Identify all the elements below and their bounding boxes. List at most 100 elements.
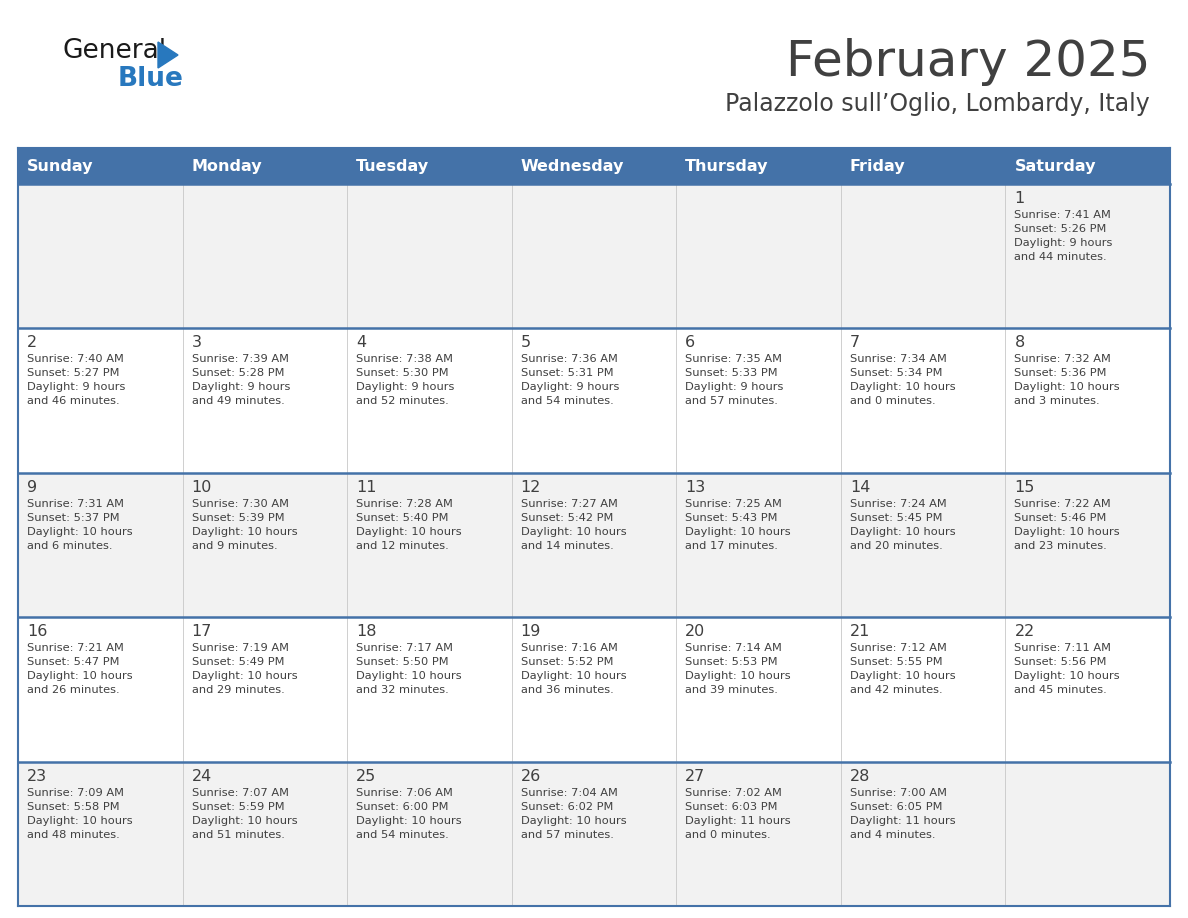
Text: 2: 2: [27, 335, 37, 351]
Text: 5: 5: [520, 335, 531, 351]
Bar: [347, 473, 512, 617]
Text: Saturday: Saturday: [1015, 159, 1095, 174]
Bar: [347, 762, 512, 906]
Text: 7: 7: [849, 335, 860, 351]
Text: 27: 27: [685, 768, 706, 784]
Text: 10: 10: [191, 480, 211, 495]
Text: February 2025: February 2025: [785, 38, 1150, 86]
Text: Sunrise: 7:07 AM
Sunset: 5:59 PM
Daylight: 10 hours
and 51 minutes.: Sunrise: 7:07 AM Sunset: 5:59 PM Dayligh…: [191, 788, 297, 840]
Bar: [183, 329, 347, 473]
Bar: [841, 762, 1005, 906]
Text: 14: 14: [849, 480, 871, 495]
Text: Sunrise: 7:32 AM
Sunset: 5:36 PM
Daylight: 10 hours
and 3 minutes.: Sunrise: 7:32 AM Sunset: 5:36 PM Dayligh…: [1015, 354, 1120, 407]
Text: 22: 22: [1015, 624, 1035, 639]
Text: 21: 21: [849, 624, 871, 639]
Text: 26: 26: [520, 768, 541, 784]
Text: General: General: [62, 38, 166, 64]
Text: Sunrise: 7:02 AM
Sunset: 6:03 PM
Daylight: 11 hours
and 0 minutes.: Sunrise: 7:02 AM Sunset: 6:03 PM Dayligh…: [685, 788, 791, 840]
Bar: [347, 329, 512, 473]
Text: Blue: Blue: [118, 66, 184, 92]
Text: Thursday: Thursday: [685, 159, 769, 174]
Text: Sunrise: 7:16 AM
Sunset: 5:52 PM
Daylight: 10 hours
and 36 minutes.: Sunrise: 7:16 AM Sunset: 5:52 PM Dayligh…: [520, 644, 626, 695]
Text: Sunrise: 7:19 AM
Sunset: 5:49 PM
Daylight: 10 hours
and 29 minutes.: Sunrise: 7:19 AM Sunset: 5:49 PM Dayligh…: [191, 644, 297, 695]
Bar: [183, 762, 347, 906]
Bar: [18, 184, 183, 329]
Text: Sunrise: 7:28 AM
Sunset: 5:40 PM
Daylight: 10 hours
and 12 minutes.: Sunrise: 7:28 AM Sunset: 5:40 PM Dayligh…: [356, 498, 462, 551]
Text: Sunrise: 7:35 AM
Sunset: 5:33 PM
Daylight: 9 hours
and 57 minutes.: Sunrise: 7:35 AM Sunset: 5:33 PM Dayligh…: [685, 354, 784, 407]
Text: Sunrise: 7:31 AM
Sunset: 5:37 PM
Daylight: 10 hours
and 6 minutes.: Sunrise: 7:31 AM Sunset: 5:37 PM Dayligh…: [27, 498, 133, 551]
Text: Wednesday: Wednesday: [520, 159, 624, 174]
Bar: [512, 148, 676, 184]
Bar: [841, 473, 1005, 617]
Text: 3: 3: [191, 335, 202, 351]
Text: Sunrise: 7:09 AM
Sunset: 5:58 PM
Daylight: 10 hours
and 48 minutes.: Sunrise: 7:09 AM Sunset: 5:58 PM Dayligh…: [27, 788, 133, 840]
Bar: [347, 617, 512, 762]
Text: Sunrise: 7:34 AM
Sunset: 5:34 PM
Daylight: 10 hours
and 0 minutes.: Sunrise: 7:34 AM Sunset: 5:34 PM Dayligh…: [849, 354, 955, 407]
Bar: [18, 329, 183, 473]
Bar: [347, 148, 512, 184]
Text: Tuesday: Tuesday: [356, 159, 429, 174]
Text: 9: 9: [27, 480, 37, 495]
Text: Sunrise: 7:27 AM
Sunset: 5:42 PM
Daylight: 10 hours
and 14 minutes.: Sunrise: 7:27 AM Sunset: 5:42 PM Dayligh…: [520, 498, 626, 551]
Text: Sunrise: 7:41 AM
Sunset: 5:26 PM
Daylight: 9 hours
and 44 minutes.: Sunrise: 7:41 AM Sunset: 5:26 PM Dayligh…: [1015, 210, 1113, 262]
Text: Friday: Friday: [849, 159, 905, 174]
Bar: [676, 329, 841, 473]
Bar: [1005, 762, 1170, 906]
Text: Sunrise: 7:17 AM
Sunset: 5:50 PM
Daylight: 10 hours
and 32 minutes.: Sunrise: 7:17 AM Sunset: 5:50 PM Dayligh…: [356, 644, 462, 695]
Bar: [676, 148, 841, 184]
Bar: [841, 148, 1005, 184]
Bar: [676, 473, 841, 617]
Bar: [512, 473, 676, 617]
Text: Sunrise: 7:06 AM
Sunset: 6:00 PM
Daylight: 10 hours
and 54 minutes.: Sunrise: 7:06 AM Sunset: 6:00 PM Dayligh…: [356, 788, 462, 840]
Bar: [841, 617, 1005, 762]
Text: Sunrise: 7:39 AM
Sunset: 5:28 PM
Daylight: 9 hours
and 49 minutes.: Sunrise: 7:39 AM Sunset: 5:28 PM Dayligh…: [191, 354, 290, 407]
Text: Sunrise: 7:00 AM
Sunset: 6:05 PM
Daylight: 11 hours
and 4 minutes.: Sunrise: 7:00 AM Sunset: 6:05 PM Dayligh…: [849, 788, 955, 840]
Text: Monday: Monday: [191, 159, 263, 174]
Text: 8: 8: [1015, 335, 1025, 351]
Bar: [676, 184, 841, 329]
Text: 4: 4: [356, 335, 366, 351]
Text: Sunrise: 7:40 AM
Sunset: 5:27 PM
Daylight: 9 hours
and 46 minutes.: Sunrise: 7:40 AM Sunset: 5:27 PM Dayligh…: [27, 354, 126, 407]
Text: Sunday: Sunday: [27, 159, 94, 174]
Text: 1: 1: [1015, 191, 1025, 206]
Text: 24: 24: [191, 768, 211, 784]
Bar: [512, 329, 676, 473]
Text: Sunrise: 7:14 AM
Sunset: 5:53 PM
Daylight: 10 hours
and 39 minutes.: Sunrise: 7:14 AM Sunset: 5:53 PM Dayligh…: [685, 644, 791, 695]
Bar: [1005, 617, 1170, 762]
Text: Sunrise: 7:36 AM
Sunset: 5:31 PM
Daylight: 9 hours
and 54 minutes.: Sunrise: 7:36 AM Sunset: 5:31 PM Dayligh…: [520, 354, 619, 407]
Bar: [18, 148, 183, 184]
Bar: [1005, 329, 1170, 473]
Text: 25: 25: [356, 768, 377, 784]
Text: Sunrise: 7:24 AM
Sunset: 5:45 PM
Daylight: 10 hours
and 20 minutes.: Sunrise: 7:24 AM Sunset: 5:45 PM Dayligh…: [849, 498, 955, 551]
Text: Sunrise: 7:25 AM
Sunset: 5:43 PM
Daylight: 10 hours
and 17 minutes.: Sunrise: 7:25 AM Sunset: 5:43 PM Dayligh…: [685, 498, 791, 551]
Bar: [18, 762, 183, 906]
Text: 11: 11: [356, 480, 377, 495]
Bar: [183, 473, 347, 617]
Bar: [512, 184, 676, 329]
Text: 19: 19: [520, 624, 541, 639]
Bar: [183, 148, 347, 184]
Text: Sunrise: 7:30 AM
Sunset: 5:39 PM
Daylight: 10 hours
and 9 minutes.: Sunrise: 7:30 AM Sunset: 5:39 PM Dayligh…: [191, 498, 297, 551]
Bar: [1005, 473, 1170, 617]
Bar: [18, 473, 183, 617]
Text: 12: 12: [520, 480, 541, 495]
Bar: [183, 184, 347, 329]
Text: 20: 20: [685, 624, 706, 639]
Text: 17: 17: [191, 624, 211, 639]
Bar: [512, 617, 676, 762]
Bar: [841, 184, 1005, 329]
Text: 16: 16: [27, 624, 48, 639]
Text: Sunrise: 7:04 AM
Sunset: 6:02 PM
Daylight: 10 hours
and 57 minutes.: Sunrise: 7:04 AM Sunset: 6:02 PM Dayligh…: [520, 788, 626, 840]
Text: Sunrise: 7:12 AM
Sunset: 5:55 PM
Daylight: 10 hours
and 42 minutes.: Sunrise: 7:12 AM Sunset: 5:55 PM Dayligh…: [849, 644, 955, 695]
Text: 18: 18: [356, 624, 377, 639]
Text: Sunrise: 7:38 AM
Sunset: 5:30 PM
Daylight: 9 hours
and 52 minutes.: Sunrise: 7:38 AM Sunset: 5:30 PM Dayligh…: [356, 354, 455, 407]
Text: 15: 15: [1015, 480, 1035, 495]
Bar: [18, 617, 183, 762]
Text: 23: 23: [27, 768, 48, 784]
Bar: [676, 617, 841, 762]
Bar: [183, 617, 347, 762]
Text: Sunrise: 7:11 AM
Sunset: 5:56 PM
Daylight: 10 hours
and 45 minutes.: Sunrise: 7:11 AM Sunset: 5:56 PM Dayligh…: [1015, 644, 1120, 695]
Bar: [841, 329, 1005, 473]
Text: 13: 13: [685, 480, 706, 495]
Text: 28: 28: [849, 768, 871, 784]
